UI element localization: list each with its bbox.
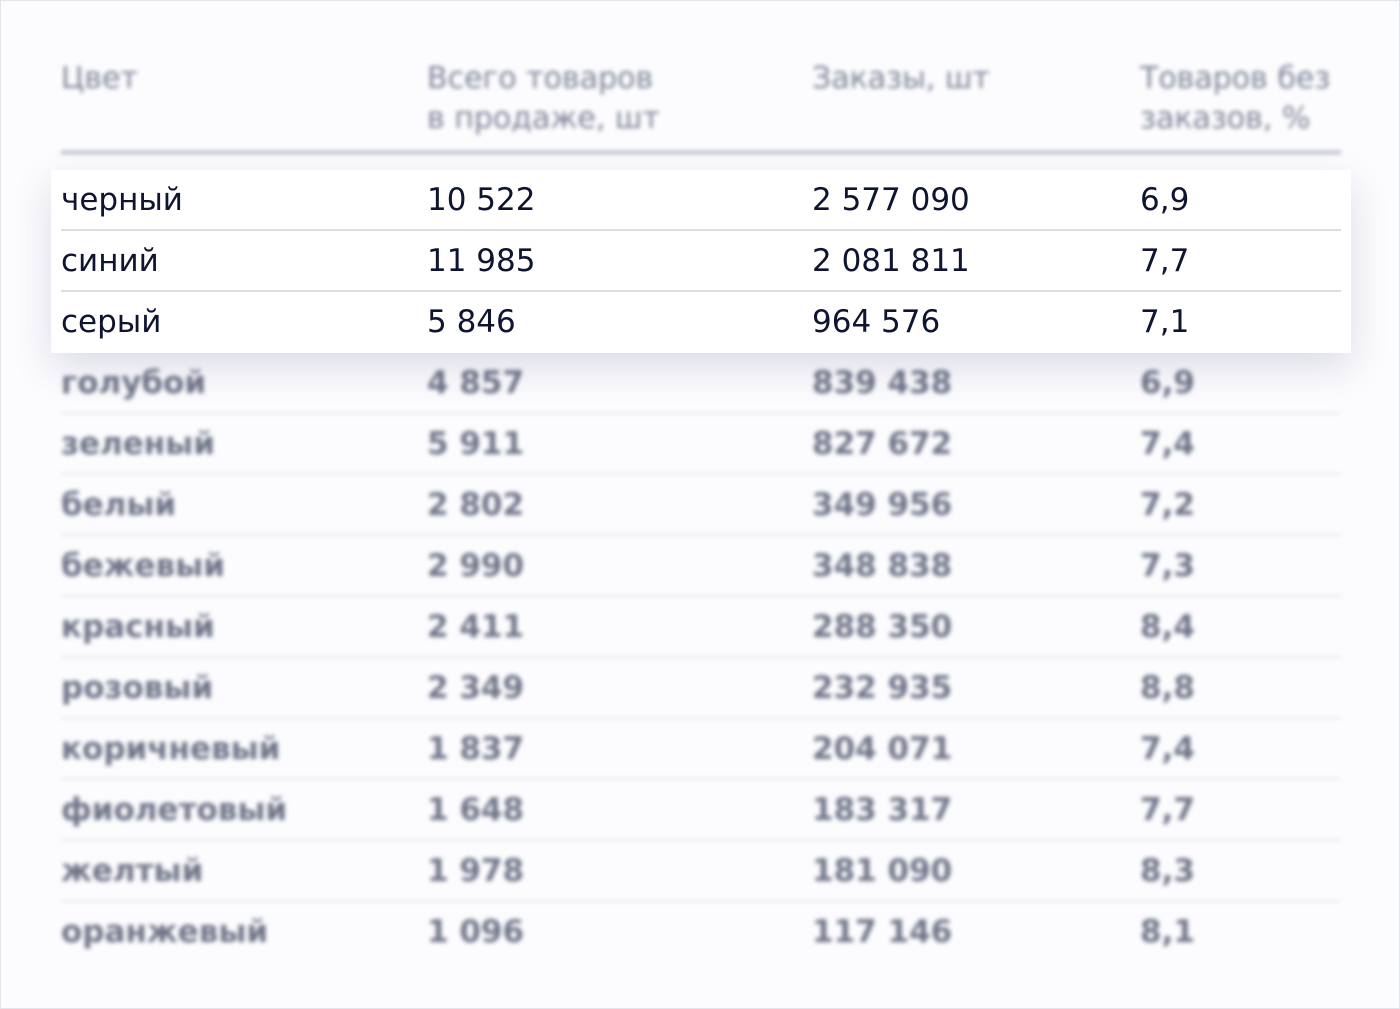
cell-color: бежевый — [61, 548, 225, 584]
table-header: Цвет Всего товаров в продаже, шт Заказы,… — [61, 59, 1341, 154]
table-row: бежевый 2 990 348 838 7,3 — [61, 536, 1341, 597]
header-no-orders: Товаров без заказов, % — [1140, 61, 1331, 136]
cell-total: 5 846 — [427, 304, 516, 340]
cell-no-orders: 7,4 — [1140, 426, 1195, 462]
cell-orders: 349 956 — [812, 487, 953, 523]
cell-orders: 117 146 — [812, 914, 953, 950]
cell-orders: 839 438 — [812, 365, 953, 401]
cell-orders: 183 317 — [812, 792, 953, 828]
table-row: серый 5 846 964 576 7,1 — [61, 292, 1341, 353]
cell-color: коричневый — [61, 731, 281, 767]
header-total: Всего товаров в продаже, шт — [427, 61, 660, 136]
cell-no-orders: 7,2 — [1140, 487, 1195, 523]
table-body: голубой 4 857 839 438 6,9 зеленый 5 911 … — [61, 353, 1341, 963]
cell-total: 10 522 — [427, 182, 536, 218]
header-orders: Заказы, шт — [812, 61, 990, 96]
cell-color: красный — [61, 609, 215, 645]
cell-color: розовый — [61, 670, 214, 706]
cell-no-orders: 8,8 — [1140, 670, 1195, 706]
cell-no-orders: 7,3 — [1140, 548, 1195, 584]
cell-orders: 288 350 — [812, 609, 953, 645]
cell-total: 2 802 — [427, 487, 525, 523]
cell-color: голубой — [61, 365, 207, 401]
cell-orders: 348 838 — [812, 548, 953, 584]
table-row: белый 2 802 349 956 7,2 — [61, 475, 1341, 536]
cell-no-orders: 7,4 — [1140, 731, 1195, 767]
cell-color: зеленый — [61, 426, 215, 462]
cell-no-orders: 8,4 — [1140, 609, 1195, 645]
highlighted-rows: черный 10 522 2 577 090 6,9 синий 11 985… — [51, 170, 1351, 353]
cell-total: 5 911 — [427, 426, 525, 462]
cell-orders: 827 672 — [812, 426, 953, 462]
table-row: розовый 2 349 232 935 8,8 — [61, 658, 1341, 719]
table-row: голубой 4 857 839 438 6,9 — [61, 353, 1341, 414]
cell-color: оранжевый — [61, 914, 269, 950]
cell-total: 1 096 — [427, 914, 525, 950]
table-row: желтый 1 978 181 090 8,3 — [61, 841, 1341, 902]
cell-no-orders: 6,9 — [1140, 365, 1195, 401]
cell-total: 4 857 — [427, 365, 525, 401]
cell-total: 1 837 — [427, 731, 525, 767]
cell-no-orders: 8,3 — [1140, 853, 1195, 889]
cell-color: желтый — [61, 853, 204, 889]
table-row: фиолетовый 1 648 183 317 7,7 — [61, 780, 1341, 841]
cell-orders: 232 935 — [812, 670, 953, 706]
cell-color: фиолетовый — [61, 792, 288, 828]
cell-orders: 204 071 — [812, 731, 953, 767]
cell-color: черный — [61, 182, 183, 218]
cell-no-orders: 7,1 — [1140, 304, 1190, 340]
cell-orders: 181 090 — [812, 853, 953, 889]
cell-no-orders: 8,1 — [1140, 914, 1195, 950]
cell-total: 1 648 — [427, 792, 525, 828]
cell-orders: 964 576 — [812, 304, 941, 340]
cell-total: 2 990 — [427, 548, 525, 584]
table-row: зеленый 5 911 827 672 7,4 — [61, 414, 1341, 475]
cell-orders: 2 081 811 — [812, 243, 970, 279]
cell-total: 11 985 — [427, 243, 536, 279]
cell-total: 1 978 — [427, 853, 525, 889]
cell-no-orders: 6,9 — [1140, 182, 1190, 218]
header-color: Цвет — [61, 61, 138, 96]
table-row: красный 2 411 288 350 8,4 — [61, 597, 1341, 658]
cell-no-orders: 7,7 — [1140, 243, 1190, 279]
table-row: оранжевый 1 096 117 146 8,1 — [61, 902, 1341, 963]
table-row: коричневый 1 837 204 071 7,4 — [61, 719, 1341, 780]
table-row: черный 10 522 2 577 090 6,9 — [61, 170, 1341, 231]
table-row: синий 11 985 2 081 811 7,7 — [61, 231, 1341, 292]
cell-total: 2 349 — [427, 670, 525, 706]
cell-color: серый — [61, 304, 162, 340]
cell-orders: 2 577 090 — [812, 182, 970, 218]
cell-total: 2 411 — [427, 609, 525, 645]
cell-color: синий — [61, 243, 159, 279]
cell-no-orders: 7,7 — [1140, 792, 1195, 828]
cell-color: белый — [61, 487, 177, 523]
